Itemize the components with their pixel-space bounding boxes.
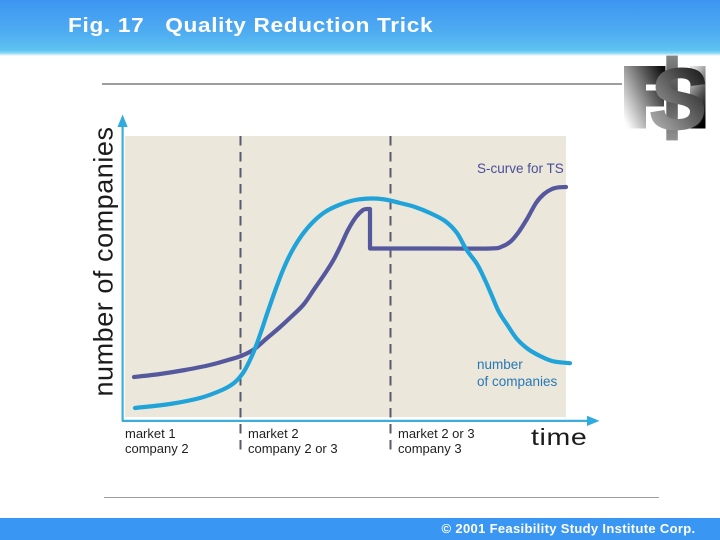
svg-text:S: S bbox=[646, 52, 712, 146]
